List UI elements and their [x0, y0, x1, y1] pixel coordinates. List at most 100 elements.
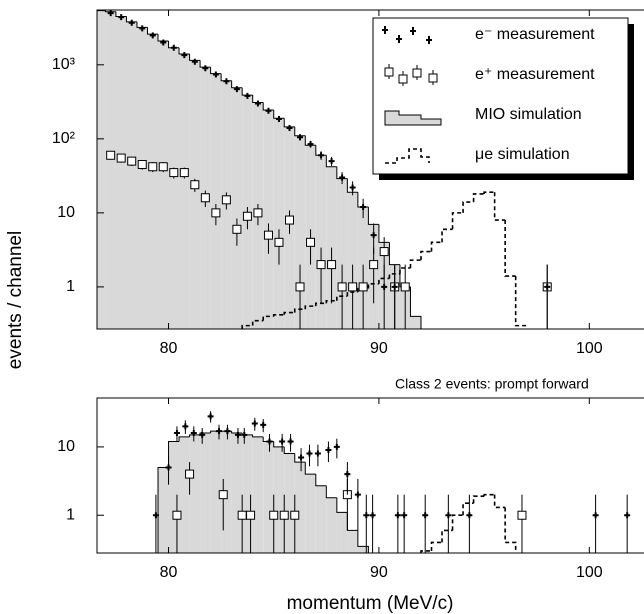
simulation-step — [409, 259, 421, 269]
y-tick-label: 1 — [66, 278, 75, 295]
histogram-step — [157, 466, 169, 553]
histogram-bin — [294, 462, 306, 553]
histogram-bin — [231, 87, 243, 329]
positron-point — [106, 150, 116, 160]
histogram-step — [97, 10, 106, 12]
positron-point — [279, 510, 289, 520]
positron-point — [190, 180, 200, 190]
histogram-bin — [336, 178, 348, 329]
positron-point — [379, 247, 389, 257]
positron-point — [137, 160, 147, 170]
simulation-step — [493, 494, 506, 509]
histogram-step — [378, 224, 390, 243]
electron-point — [224, 428, 231, 435]
histogram-step — [252, 95, 264, 103]
electron-point — [216, 428, 223, 435]
simulation-step — [462, 201, 474, 213]
histogram-bin — [263, 441, 274, 553]
x-tick-label: 90 — [370, 340, 388, 357]
histogram-step — [231, 431, 243, 434]
histogram-step — [367, 207, 379, 225]
histogram-bin — [315, 155, 327, 329]
electron-point — [391, 283, 398, 290]
histogram-bin — [273, 446, 285, 553]
histogram-bin — [147, 34, 159, 329]
histogram-bin — [347, 530, 358, 553]
electron-point — [260, 421, 267, 428]
histogram-step — [199, 60, 211, 68]
histogram-bin — [189, 60, 201, 329]
electron-point — [128, 19, 135, 26]
simulation-step — [283, 311, 295, 315]
histogram-bin — [357, 546, 369, 553]
electron-point — [466, 512, 473, 519]
histogram-bin — [136, 27, 148, 329]
electron-point — [254, 100, 261, 107]
histogram-step — [304, 462, 316, 475]
legend-symbol — [410, 27, 416, 35]
histogram-step — [189, 434, 201, 437]
electron-point — [381, 283, 388, 290]
y-tick-label: 10 — [57, 204, 75, 221]
simulation-step — [493, 192, 506, 221]
electron-point — [190, 429, 197, 436]
electron-point — [592, 512, 599, 519]
simulation-step — [462, 502, 474, 516]
electron-point — [349, 184, 356, 191]
simulation-step — [399, 267, 411, 274]
electron-point — [275, 116, 282, 123]
positron-point — [369, 260, 379, 270]
electron-point — [170, 44, 177, 51]
histogram-step — [357, 530, 369, 553]
histogram-bin — [242, 434, 253, 553]
simulation-step — [336, 295, 348, 301]
electron-point — [223, 78, 230, 85]
positron-point — [348, 282, 358, 292]
positron-point — [246, 510, 256, 520]
histogram-bin — [305, 474, 316, 553]
electron-point — [422, 512, 429, 519]
electron-point — [333, 443, 340, 450]
electron-point — [344, 471, 351, 478]
histogram-bin — [210, 431, 222, 553]
histogram-bin — [189, 434, 201, 553]
histogram-step — [231, 80, 243, 89]
legend-symbol — [385, 148, 430, 164]
positron-point — [200, 193, 210, 203]
electron-point — [149, 32, 156, 39]
histogram-step — [325, 155, 337, 168]
positron-point — [337, 282, 347, 292]
simulation-step — [315, 302, 327, 307]
x-tick-label: 90 — [370, 564, 388, 581]
plot-area — [152, 411, 631, 553]
positron-point — [327, 260, 337, 270]
histogram-step — [104, 10, 116, 13]
positron-point — [148, 162, 158, 172]
histogram-step — [283, 118, 295, 128]
simulation-step — [293, 308, 306, 313]
simulation-step — [504, 507, 517, 553]
histogram-bin — [210, 73, 222, 329]
electron-point — [306, 450, 313, 457]
histogram-step — [325, 485, 337, 499]
histogram-bin — [315, 485, 327, 553]
legend-symbol — [384, 67, 394, 77]
histogram-step — [178, 47, 190, 55]
electron-point — [266, 438, 273, 445]
y-tick-label: 10 — [57, 438, 75, 455]
electron-point — [152, 512, 159, 519]
simulation-step — [451, 212, 464, 230]
electron-point — [234, 431, 241, 438]
electron-point — [181, 52, 188, 59]
electron-point — [199, 431, 206, 438]
histogram-bin — [179, 53, 190, 329]
legend-symbol — [398, 74, 408, 84]
positron-point — [169, 168, 179, 178]
electron-point — [401, 512, 408, 519]
histogram-step — [336, 166, 348, 180]
simulation-step — [451, 514, 464, 531]
positron-point — [358, 282, 368, 292]
histogram-bin — [105, 11, 116, 329]
legend-symbol — [426, 36, 432, 44]
